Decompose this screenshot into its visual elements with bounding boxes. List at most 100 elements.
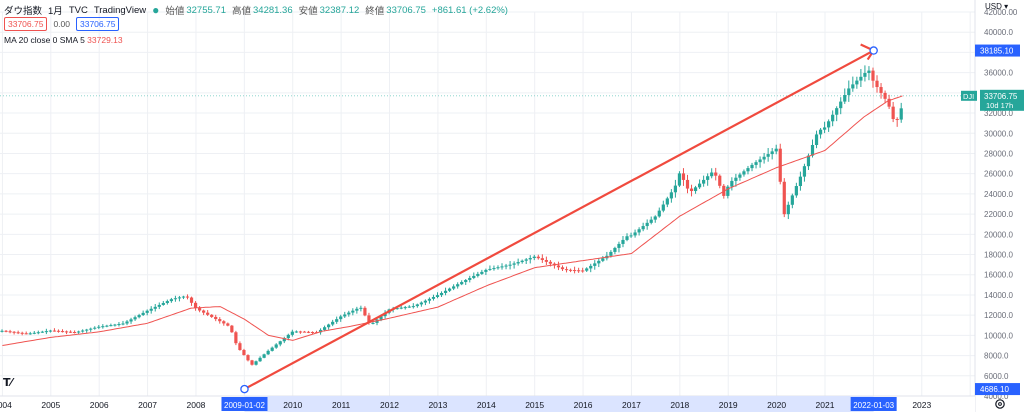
candle-body: [758, 159, 762, 163]
candle-body: [379, 316, 383, 320]
x-tick-label: 2004: [0, 400, 12, 410]
y-tick-label: 40000.0: [984, 28, 1013, 37]
candle-body: [706, 176, 710, 180]
candle-body: [508, 264, 512, 266]
candle-body: [766, 154, 770, 157]
y-tick-label: 12000.0: [984, 311, 1013, 320]
candle-body: [52, 330, 57, 332]
candle-body: [355, 308, 359, 311]
candle-body: [669, 192, 673, 199]
candle-body: [532, 256, 536, 259]
candle-body: [222, 321, 226, 324]
candle-body: [564, 269, 569, 271]
x-tick-label: 2008: [187, 400, 206, 410]
candle-body: [56, 330, 61, 332]
low-value: 32387.12: [319, 4, 360, 16]
candle-body: [847, 88, 851, 96]
ma-legend[interactable]: MA 20 close 0 SMA 5 33729.13: [4, 35, 123, 45]
y-tick-label: 28000.0: [984, 149, 1013, 158]
sell-button[interactable]: 33706.75: [4, 17, 48, 31]
candle-body: [887, 98, 891, 107]
candle-body: [734, 177, 738, 181]
candle-body: [468, 277, 472, 280]
candle-body: [633, 232, 637, 236]
candle-body: [476, 273, 480, 276]
spread-value: 0.00: [53, 19, 70, 29]
last-price-marker: [980, 89, 1024, 111]
settings-gear-icon[interactable]: [995, 399, 1005, 409]
candle-body: [665, 198, 669, 205]
x-tick-label: 2013: [428, 400, 447, 410]
candle-body: [762, 156, 766, 160]
candle-body: [726, 186, 730, 196]
candle-body: [439, 292, 444, 296]
y-tick-label: 10000.0: [984, 331, 1013, 340]
trend-start-handle: [240, 384, 249, 394]
candle-body: [210, 314, 214, 317]
candle-body: [863, 73, 867, 77]
candle-body: [64, 331, 69, 333]
symbol-name[interactable]: ダウ指数: [4, 6, 43, 17]
buy-button[interactable]: 33706.75: [76, 17, 120, 31]
candle-body: [447, 288, 452, 291]
ma-legend-label: MA 20 close 0 SMA 5: [4, 35, 85, 45]
candle-body: [419, 302, 423, 305]
trend-line: [243, 49, 875, 391]
x-tick-label: 2012: [380, 400, 399, 410]
x-tick-label: 2023: [912, 400, 931, 410]
start-date-marker: [221, 397, 268, 411]
candle-body: [520, 260, 524, 263]
candle-body: [415, 304, 419, 307]
candle-body: [718, 175, 722, 186]
candle-body: [742, 171, 746, 175]
candle-body: [427, 298, 432, 301]
candle-body: [290, 331, 294, 335]
candle-body: [310, 331, 315, 333]
candle-body: [710, 172, 714, 177]
candle-body: [645, 222, 649, 227]
candle-body: [689, 188, 694, 192]
candle-body: [343, 314, 347, 317]
y-tick-label: 24000.0: [984, 190, 1013, 199]
close-value: 33706.75: [386, 4, 426, 16]
candle-body: [443, 290, 448, 293]
candle-body: [464, 279, 468, 283]
candle-body: [234, 332, 238, 344]
candle-body: [568, 269, 573, 271]
trend-end-handle: [869, 46, 878, 55]
candle-body: [238, 343, 242, 351]
candle-body: [28, 333, 32, 335]
ma-legend-value: 33729.13: [87, 35, 123, 45]
candle-body: [484, 269, 488, 272]
candle-body: [181, 296, 186, 298]
candle-body: [367, 315, 371, 323]
candle-body: [512, 263, 516, 265]
candle-body: [661, 204, 665, 211]
candle-body: [786, 204, 790, 215]
candle-body: [105, 325, 109, 327]
x-tick-label: 2017: [622, 400, 641, 410]
candle-body: [0, 330, 4, 332]
candle-body: [827, 121, 831, 128]
candle-body: [423, 300, 428, 303]
last-price-label: 33706.75: [984, 92, 1018, 101]
candle-body: [802, 166, 807, 177]
price-axis: [975, 0, 1024, 412]
candle-body: [452, 286, 456, 289]
gear-hub: [998, 402, 1002, 406]
candle-body: [117, 324, 121, 326]
candle-body: [141, 312, 145, 316]
candle-body: [363, 307, 367, 316]
candle-body: [879, 87, 883, 93]
candle-body: [173, 298, 178, 300]
y-tick-label: 26000.0: [984, 170, 1013, 179]
candle-body: [806, 155, 811, 167]
candle-body: [40, 331, 44, 333]
tradingview-logo[interactable]: T⁄: [3, 376, 13, 389]
candle-body: [32, 332, 36, 334]
interval-label[interactable]: 1月: [48, 6, 63, 17]
candle-body: [137, 315, 141, 318]
platform-label: TradingView: [93, 4, 147, 16]
candle-body: [867, 70, 871, 74]
